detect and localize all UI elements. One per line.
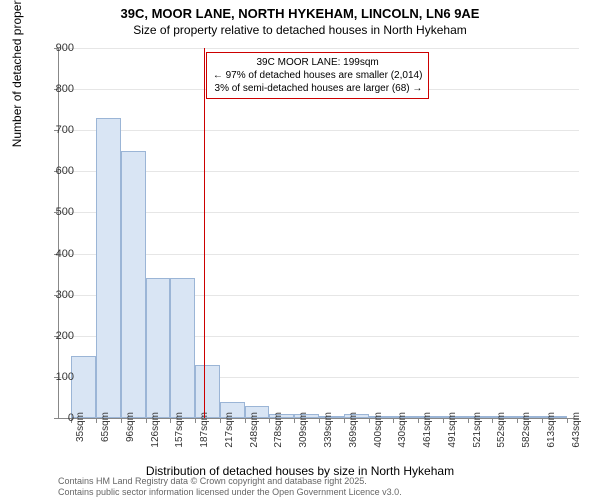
histogram-bar <box>96 118 121 418</box>
y-tick-label: 300 <box>34 289 74 301</box>
x-tick-label: 278sqm <box>273 412 284 462</box>
x-tick-mark <box>517 418 518 423</box>
x-tick-label: 369sqm <box>348 412 359 462</box>
y-tick-label: 600 <box>34 165 74 177</box>
chart-attribution: Contains HM Land Registry data © Crown c… <box>58 476 402 498</box>
x-tick-label: 126sqm <box>150 412 161 462</box>
x-tick-label: 35sqm <box>75 412 86 462</box>
x-tick-label: 400sqm <box>373 412 384 462</box>
plot-area: 35sqm65sqm96sqm126sqm157sqm187sqm217sqm2… <box>58 48 579 419</box>
x-tick-label: 430sqm <box>397 412 408 462</box>
x-tick-mark <box>121 418 122 423</box>
x-tick-mark <box>443 418 444 423</box>
x-tick-mark <box>567 418 568 423</box>
attribution-line: Contains HM Land Registry data © Crown c… <box>58 476 402 487</box>
x-tick-mark <box>245 418 246 423</box>
y-gridline <box>59 48 579 49</box>
y-axis-label: Number of detached properties <box>10 0 24 147</box>
y-tick-label: 700 <box>34 124 74 136</box>
histogram-bar <box>121 151 146 418</box>
x-tick-label: 65sqm <box>100 412 111 462</box>
property-size-histogram: 39C, MOOR LANE, NORTH HYKEHAM, LINCOLN, … <box>0 0 600 500</box>
x-tick-label: 187sqm <box>199 412 210 462</box>
y-tick-label: 500 <box>34 206 74 218</box>
y-tick-label: 100 <box>34 371 74 383</box>
chart-title-block: 39C, MOOR LANE, NORTH HYKEHAM, LINCOLN, … <box>0 0 600 37</box>
property-marker-line <box>204 48 205 418</box>
chart-title: 39C, MOOR LANE, NORTH HYKEHAM, LINCOLN, … <box>0 6 600 21</box>
annotation-line: 3% of semi-detached houses are larger (6… <box>213 82 423 95</box>
x-tick-label: 217sqm <box>224 412 235 462</box>
x-tick-label: 157sqm <box>174 412 185 462</box>
histogram-bar <box>146 278 171 418</box>
x-tick-mark <box>269 418 270 423</box>
x-tick-mark <box>170 418 171 423</box>
x-tick-mark <box>542 418 543 423</box>
x-tick-mark <box>468 418 469 423</box>
x-tick-mark <box>146 418 147 423</box>
x-tick-label: 552sqm <box>496 412 507 462</box>
x-tick-label: 248sqm <box>249 412 260 462</box>
y-tick-label: 200 <box>34 330 74 342</box>
x-tick-mark <box>344 418 345 423</box>
x-tick-label: 339sqm <box>323 412 334 462</box>
x-tick-mark <box>319 418 320 423</box>
x-tick-mark <box>220 418 221 423</box>
x-tick-mark <box>418 418 419 423</box>
annotation-title: 39C MOOR LANE: 199sqm <box>213 56 423 69</box>
x-tick-label: 309sqm <box>298 412 309 462</box>
y-tick-label: 800 <box>34 83 74 95</box>
chart-subtitle: Size of property relative to detached ho… <box>0 23 600 37</box>
y-gridline <box>59 130 579 131</box>
x-tick-mark <box>96 418 97 423</box>
x-tick-label: 96sqm <box>125 412 136 462</box>
annotation-line: ← 97% of detached houses are smaller (2,… <box>213 69 423 82</box>
x-tick-label: 643sqm <box>571 412 582 462</box>
attribution-line: Contains public sector information licen… <box>58 487 402 498</box>
x-tick-mark <box>492 418 493 423</box>
x-tick-label: 521sqm <box>472 412 483 462</box>
x-tick-label: 582sqm <box>521 412 532 462</box>
histogram-bar <box>71 356 96 418</box>
y-tick-label: 400 <box>34 248 74 260</box>
x-tick-mark <box>294 418 295 423</box>
histogram-bar <box>195 365 220 418</box>
x-tick-mark <box>393 418 394 423</box>
x-tick-label: 613sqm <box>546 412 557 462</box>
histogram-bar <box>170 278 195 418</box>
x-tick-label: 461sqm <box>422 412 433 462</box>
x-tick-mark <box>369 418 370 423</box>
y-tick-label: 900 <box>34 42 74 54</box>
x-tick-label: 491sqm <box>447 412 458 462</box>
y-tick-label: 0 <box>34 412 74 424</box>
x-tick-mark <box>195 418 196 423</box>
marker-annotation: 39C MOOR LANE: 199sqm← 97% of detached h… <box>206 52 430 99</box>
